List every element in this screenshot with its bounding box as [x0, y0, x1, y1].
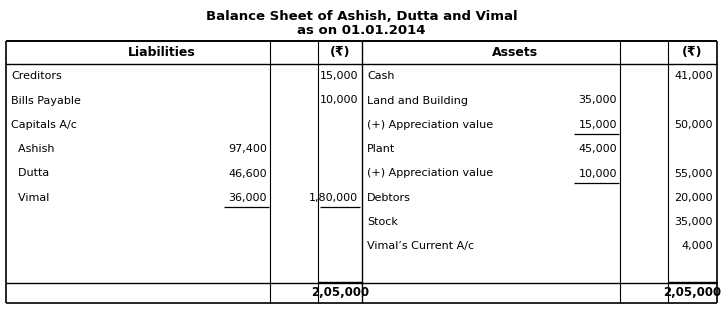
Text: as on 01.01.2014: as on 01.01.2014: [297, 24, 426, 37]
Text: 10,000: 10,000: [578, 169, 617, 178]
Text: Cash: Cash: [367, 71, 395, 81]
Text: 97,400: 97,400: [228, 144, 267, 154]
Text: 15,000: 15,000: [320, 71, 358, 81]
Text: 1,80,000: 1,80,000: [309, 193, 358, 203]
Text: Plant: Plant: [367, 144, 395, 154]
Text: 35,000: 35,000: [675, 217, 713, 227]
Text: Stock: Stock: [367, 217, 398, 227]
Text: (+) Appreciation value: (+) Appreciation value: [367, 169, 493, 178]
Text: 10,000: 10,000: [320, 95, 358, 106]
Text: (+) Appreciation value: (+) Appreciation value: [367, 120, 493, 130]
Text: 46,600: 46,600: [228, 169, 267, 178]
Text: Vimal: Vimal: [11, 193, 49, 203]
Text: 2,05,000: 2,05,000: [311, 287, 369, 300]
Text: 35,000: 35,000: [578, 95, 617, 106]
Text: 20,000: 20,000: [675, 193, 713, 203]
Text: Balance Sheet of Ashish, Dutta and Vimal: Balance Sheet of Ashish, Dutta and Vimal: [205, 10, 518, 23]
Text: 15,000: 15,000: [578, 120, 617, 130]
Text: 50,000: 50,000: [675, 120, 713, 130]
Text: (₹): (₹): [683, 46, 703, 59]
Text: 41,000: 41,000: [675, 71, 713, 81]
Text: Land and Building: Land and Building: [367, 95, 468, 106]
Text: (₹): (₹): [330, 46, 350, 59]
Text: Ashish: Ashish: [11, 144, 54, 154]
Text: Debtors: Debtors: [367, 193, 411, 203]
Text: Vimal’s Current A/c: Vimal’s Current A/c: [367, 242, 474, 251]
Text: 45,000: 45,000: [578, 144, 617, 154]
Text: 4,000: 4,000: [681, 242, 713, 251]
Text: Bills Payable: Bills Payable: [11, 95, 81, 106]
Text: Dutta: Dutta: [11, 169, 49, 178]
Text: Capitals A/c: Capitals A/c: [11, 120, 77, 130]
Text: Liabilities: Liabilities: [128, 46, 196, 59]
Text: Creditors: Creditors: [11, 71, 61, 81]
Text: 55,000: 55,000: [675, 169, 713, 178]
Text: 2,05,000: 2,05,000: [664, 287, 722, 300]
Text: Assets: Assets: [492, 46, 538, 59]
Text: 36,000: 36,000: [228, 193, 267, 203]
